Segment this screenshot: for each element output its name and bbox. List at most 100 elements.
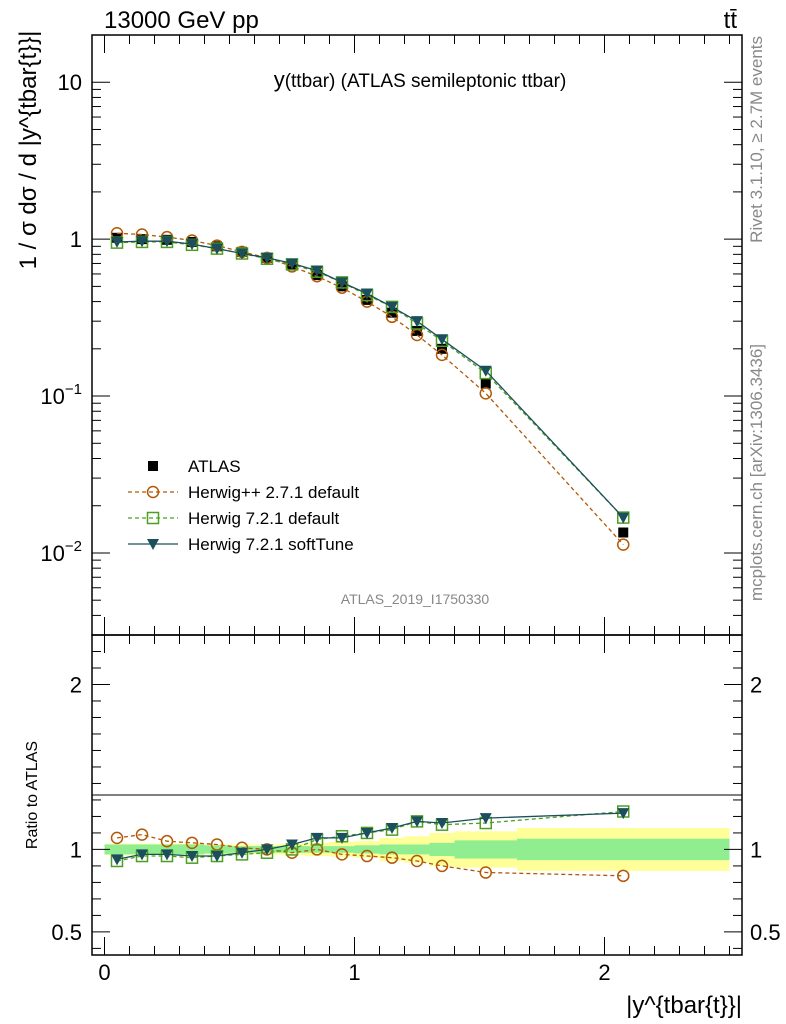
ratio-point-s0-12: [410, 854, 424, 868]
ratio-point-s0-10: [360, 849, 374, 863]
ratio-stat-band-14: [454, 840, 517, 859]
ratio-point-s2-3: [186, 851, 198, 863]
ratio-point-s2-4: [211, 851, 223, 863]
ratio-point-s0-9: [335, 848, 349, 861]
ratio-y-tick-label-left-2: 2: [70, 672, 82, 697]
main-point-s1-15: [617, 538, 630, 551]
main-y-tick-label-2: 1: [70, 227, 82, 252]
main-y-tick-label-1: 10−1: [40, 381, 82, 409]
tick-base: 10: [40, 384, 64, 409]
tick-base: 1: [70, 227, 82, 252]
legend-label-3: Herwig 7.2.1 softTune: [188, 535, 354, 554]
tick-base: 10: [58, 70, 82, 95]
main-point-s1-13: [435, 348, 449, 362]
main-point-s3-6: [261, 252, 273, 264]
ratio-point-s0-15: [617, 869, 630, 883]
ratio-point-s2-0: [111, 854, 123, 866]
legend: ATLAS Herwig++ 2.7.1 default Herwig 7.2.1 …: [128, 457, 359, 554]
ratio-point-s2-13: [436, 818, 448, 830]
ratio-series-line-1: [116, 810, 624, 862]
ratio-point-s0-2: [160, 834, 174, 848]
legend-marker-0: [148, 461, 158, 471]
ratio-stat-band-8: [304, 846, 330, 853]
ratio-point-s2-8: [311, 832, 323, 844]
ratio-panel: 0.5 0.5 1 1 2 2 0 1 2 Ratio to ATLAS |y^{tbar{t}…: [24, 634, 781, 1019]
x-tick-label-1: 1: [348, 960, 360, 985]
main-point-s3-9: [336, 277, 348, 289]
ratio-point-s2-10: [361, 827, 373, 839]
ratio-ticks: 0.5 0.5 1 1 2 2 0 1 2: [51, 635, 781, 985]
main-point-s3-0: [111, 236, 123, 248]
tick-base: 10: [40, 541, 64, 566]
main-plot-layer: [110, 227, 630, 551]
main-point-s1-14: [479, 387, 492, 400]
ratio-point-s2-2: [161, 849, 173, 861]
ratio-y-tick-label-left-0: 0.5: [51, 920, 82, 945]
tick-exponent: −1: [65, 381, 82, 398]
ratio-y-tick-label-right-2: 2: [750, 672, 762, 697]
main-point-s3-3: [186, 239, 198, 251]
legend-marker-2: [146, 511, 160, 525]
mcplots-label: mcplots.cern.ch [arXiv:1306.3436]: [747, 344, 766, 601]
ratio-plot-layer: [110, 805, 630, 883]
ratio-point-s2-6: [261, 844, 273, 856]
ratio-y-tick-label-right-0: 0.5: [750, 920, 781, 945]
legend-marker-3: [147, 539, 159, 550]
x-tick-label-2: 2: [598, 960, 610, 985]
ratio-stat-band-10: [354, 845, 380, 854]
legend-label-1: Herwig++ 2.7.1 default: [188, 483, 359, 502]
ratio-point-s0-14: [479, 866, 492, 879]
ratio-y-tick-label-left-1: 1: [70, 837, 82, 862]
main-title-rest: (ttbar) (ATLAS semileptonic ttbar): [285, 71, 567, 92]
ratio-point-s2-7: [286, 839, 298, 851]
main-point-s3-14: [479, 365, 492, 377]
main-y-tick-label-3: 10: [58, 70, 82, 95]
ratio-point-s2-11: [386, 822, 398, 834]
ratio-series-line-2: [116, 812, 624, 860]
main-point-s3-13: [436, 334, 448, 346]
ratio-stat-band-0: [104, 844, 130, 855]
main-point-s3-7: [286, 258, 298, 270]
x-tick-label-0: 0: [98, 960, 110, 985]
rivet-version-label: Rivet 3.1.10, ≥ 2.7M events: [747, 36, 766, 243]
ratio-point-s0-13: [435, 859, 449, 873]
ratio-y-axis-label: Ratio to ATLAS: [24, 741, 41, 849]
ratio-point-s2-9: [336, 832, 348, 844]
main-point-s3-5: [236, 248, 248, 260]
main-series-line-3: [116, 240, 624, 519]
legend-label-0: ATLAS: [188, 457, 241, 476]
main-point-s3-1: [136, 236, 148, 248]
main-point-s0-15: [618, 527, 629, 538]
ratio-frame: [91, 634, 743, 956]
main-point-s3-10: [361, 288, 373, 300]
main-title-y: y: [274, 67, 285, 92]
ratio-stat-band-11: [379, 844, 405, 855]
legend-label-2: Herwig 7.2.1 default: [188, 509, 339, 528]
ratio-band-layer: [104, 827, 730, 871]
main-point-s3-12: [411, 316, 423, 328]
ratio-point-s2-14: [479, 813, 492, 825]
ratio-point-s2-15: [617, 808, 630, 820]
x-axis-label: |y^{tbar{t}}|: [626, 992, 742, 1019]
ratio-stat-band-15: [517, 838, 730, 861]
ratio-point-s0-1: [135, 828, 149, 841]
main-point-s3-11: [386, 301, 398, 313]
ratio-point-s0-3: [185, 836, 199, 850]
ratio-point-s2-5: [236, 847, 248, 859]
ratio-point-s0-0: [110, 831, 124, 845]
main-series-line-1: [116, 232, 624, 546]
ratio-point-s2-1: [136, 849, 148, 861]
main-point-s3-8: [311, 265, 323, 277]
main-y-axis-label: 1 / σ dσ / d |y^{tbar{t}}|: [15, 31, 42, 270]
ratio-point-s2-12: [411, 816, 423, 828]
main-point-s3-4: [211, 243, 223, 255]
ratio-stat-band-13: [429, 842, 455, 857]
main-point-s0-14: [480, 378, 491, 389]
main-point-s3-2: [161, 236, 173, 248]
ratio-point-s0-8: [310, 843, 324, 856]
process-label: tt̄: [724, 7, 738, 34]
main-point-s3-15: [617, 512, 630, 524]
